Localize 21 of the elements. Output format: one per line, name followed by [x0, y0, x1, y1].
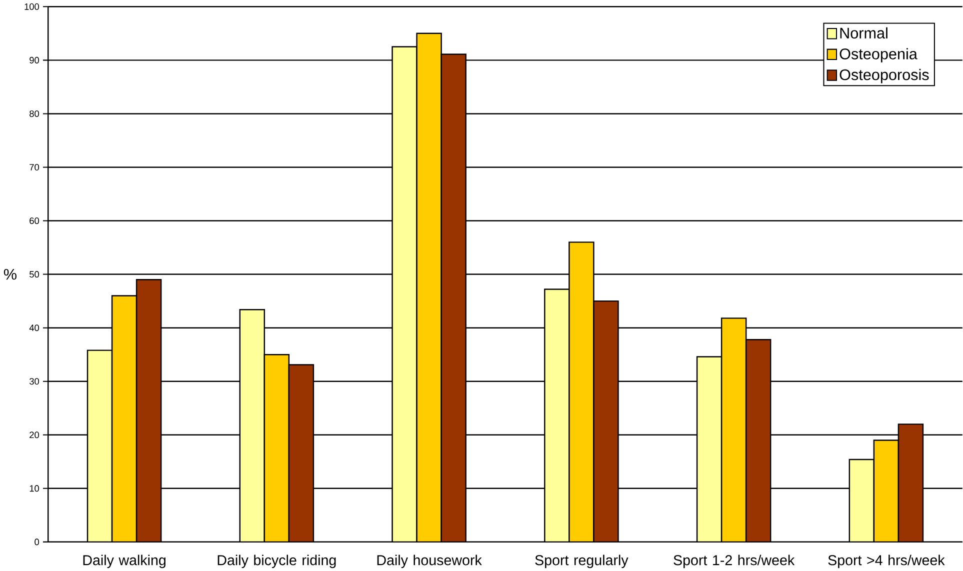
y-tick-label: 60: [30, 217, 40, 224]
y-tick-label: 50: [30, 270, 40, 278]
x-tick-label: Sport 1-2 hrs/week: [674, 554, 795, 568]
x-tick-label: Daily walking: [83, 554, 166, 568]
x-tick-label: Sport regularly: [535, 554, 628, 568]
x-tick-label: Sport >4 hrs/week: [828, 554, 945, 568]
y-tick-label: 20: [30, 431, 40, 438]
y-tick-label: 80: [30, 110, 40, 117]
x-tick-label: Daily housework: [377, 554, 482, 568]
y-axis-title: %: [4, 268, 16, 280]
y-tick-label: 100: [24, 3, 40, 10]
y-tick-label: 70: [30, 164, 40, 170]
y-tick-label: 90: [30, 56, 40, 64]
y-tick-label: 0: [34, 538, 40, 545]
legend-label: Osteopenia: [840, 48, 918, 62]
y-tick-label: 30: [30, 378, 40, 384]
legend-label: Normal: [840, 27, 888, 38]
y-tick-label: 10: [30, 484, 40, 492]
legend-label: Osteoporosis: [840, 68, 929, 83]
x-tick-label: Daily bicycle riding: [218, 554, 336, 568]
y-tick-label: 40: [29, 324, 40, 331]
